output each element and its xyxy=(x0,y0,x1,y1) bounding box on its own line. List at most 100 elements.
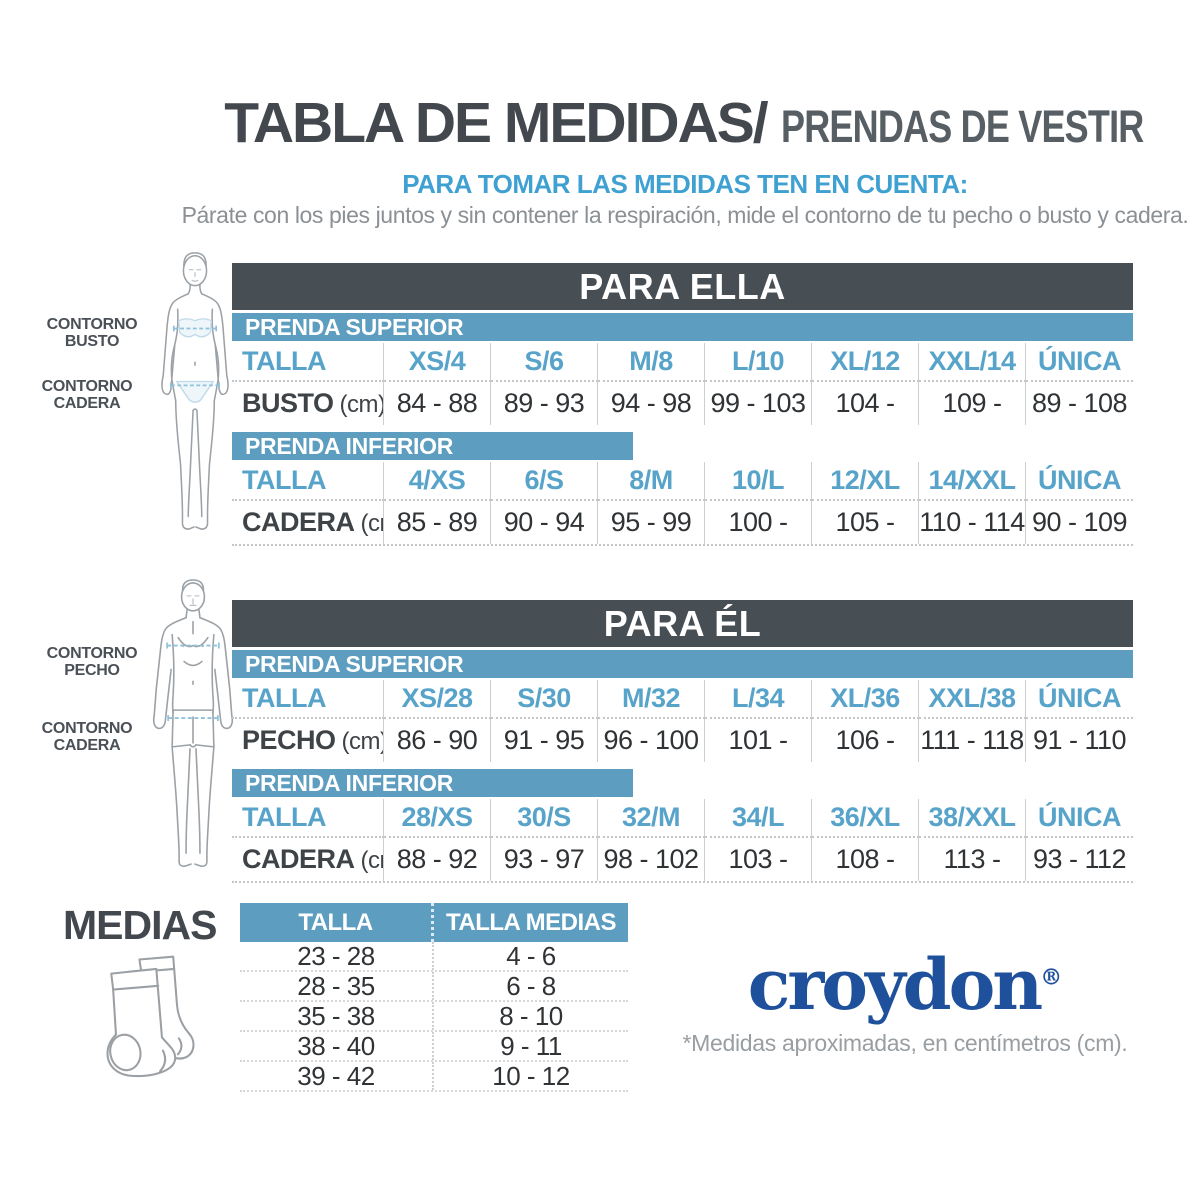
size-cell: 10/L xyxy=(705,462,812,501)
men-table-title: PARA ÉL xyxy=(232,600,1133,647)
value-cell: 89 - 93 xyxy=(491,382,598,425)
calzado-value: 38 - 40 xyxy=(240,1032,434,1060)
size-cell: ÚNICA xyxy=(1026,343,1133,382)
size-label-cell: TALLA xyxy=(232,462,384,501)
registered-mark: ® xyxy=(1040,964,1063,991)
measure-label-cell: CADERA(cm) xyxy=(232,501,384,544)
page-header: TABLA DE MEDIDAS/ PRENDAS DE VESTIR PARA… xyxy=(170,90,1200,229)
table-row: 28 - 35 6 - 8 xyxy=(240,972,628,1002)
socks-col-header-calzado: TALLA CALZADO xyxy=(240,903,434,975)
measure-unit: (cm) xyxy=(360,510,383,537)
female-figure: CONTORNO BUSTO CONTORNO CADERA xyxy=(28,246,248,558)
measure-unit: (cm) xyxy=(360,847,383,874)
size-cell: ÚNICA xyxy=(1026,680,1133,719)
size-cell: M/32 xyxy=(598,680,705,719)
size-cell: XXL/38 xyxy=(919,680,1026,719)
socks-table-header: TALLA CALZADO TALLA MEDIAS xyxy=(240,903,628,975)
male-chest-label-line1: CONTORNO xyxy=(46,645,138,662)
measurements-footnote: *Medidas aproximadas, en centímetros (cm… xyxy=(682,1029,1128,1056)
value-cell: 88 - 92 xyxy=(384,838,491,881)
men-upper-grid: TALLA XS/28 S/30 M/32 L/34 XL/36 XXL/38 … xyxy=(232,680,1133,762)
value-cell: 90 - 109 xyxy=(1031,507,1128,537)
value-cell: 86 - 90 xyxy=(384,719,491,762)
medias-value: 6 - 8 xyxy=(506,971,556,1001)
socks-icon xyxy=(85,948,207,1099)
men-lower-grid: TALLA 28/XS 30/S 32/M 34/L 36/XL 38/XXL … xyxy=(232,799,1133,883)
socks-size-table: TALLA CALZADO TALLA MEDIAS 23 - 28 4 - 6… xyxy=(240,903,628,1092)
male-hip-label: CONTORNO CADERA xyxy=(28,720,146,754)
value-cell: 90 - 94 xyxy=(491,501,598,544)
measure-label: CADERA xyxy=(242,844,355,874)
size-cell: XS/28 xyxy=(384,680,491,719)
socks-col-header-medias: TALLA MEDIAS xyxy=(446,909,616,936)
value-cell: 106 - 110 xyxy=(812,719,919,762)
value-cell: 85 - 89 xyxy=(384,501,491,544)
value-cell: 98 - 102 xyxy=(598,838,705,881)
women-upper-grid: TALLA XS/4 S/6 M/8 L/10 XL/12 XXL/14 ÚNI… xyxy=(232,343,1133,425)
size-cell: 14/XXL xyxy=(919,462,1026,501)
size-cell: ÚNICA xyxy=(1026,462,1133,501)
size-cell: XL/12 xyxy=(812,343,919,382)
size-cell: L/10 xyxy=(705,343,812,382)
title-main: TABLA DE MEDIDAS/ xyxy=(224,91,768,155)
size-cell: M/8 xyxy=(598,343,705,382)
measure-label: PECHO xyxy=(242,725,336,755)
value-cell: 110 - 114 xyxy=(919,501,1026,544)
women-table-title: PARA ELLA xyxy=(232,263,1133,310)
value-cell: 96 - 100 xyxy=(598,719,705,762)
size-cell: XXL/14 xyxy=(919,343,1026,382)
women-upper-band: PRENDA SUPERIOR xyxy=(232,313,1133,341)
size-cell: S/30 xyxy=(491,680,598,719)
calzado-value: 39 - 42 xyxy=(240,1062,434,1090)
male-body-icon xyxy=(152,579,234,867)
female-hip-label-line1: CONTORNO xyxy=(41,378,133,395)
female-body-icon xyxy=(161,252,229,530)
calzado-value: 23 - 28 xyxy=(240,942,434,970)
value-cell: 109 - 116 xyxy=(919,382,1026,425)
table-row: 39 - 42 10 - 12 xyxy=(240,1062,628,1092)
medias-value: 8 - 10 xyxy=(499,1001,563,1031)
value-cell: 94 - 98 xyxy=(598,382,705,425)
size-cell: S/6 xyxy=(491,343,598,382)
male-chest-label: CONTORNO PECHO xyxy=(28,645,156,679)
calzado-value: 28 - 35 xyxy=(240,972,434,1000)
value-cell: 93 - 112 xyxy=(1032,844,1127,874)
value-cell: 95 - 99 xyxy=(598,501,705,544)
medias-value: 10 - 12 xyxy=(492,1061,570,1091)
value-cell: 111 - 118 xyxy=(919,719,1026,762)
measure-label-cell: BUSTO (cm) xyxy=(232,382,384,425)
size-label-cell: TALLA xyxy=(232,343,384,382)
value-cell: 84 - 88 xyxy=(384,382,491,425)
size-cell: 28/XS xyxy=(384,799,491,838)
instruction-text: Párate con los pies juntos y sin contene… xyxy=(181,202,1189,228)
women-lower-band: PRENDA INFERIOR xyxy=(232,432,633,460)
value-cell: 100 - 104 xyxy=(705,501,812,544)
value-cell: 103 - 107 xyxy=(705,838,812,881)
table-row: 38 - 40 9 - 11 xyxy=(240,1032,628,1062)
size-cell: 34/L xyxy=(705,799,812,838)
medias-value: 9 - 11 xyxy=(500,1031,562,1061)
measure-label: CADERA xyxy=(242,507,355,537)
female-hip-label-line2: CADERA xyxy=(53,395,121,412)
brand-name: croydon xyxy=(747,943,1043,1026)
title-sub: PRENDAS DE VESTIR xyxy=(780,101,1144,152)
instruction-heading: PARA TOMAR LAS MEDIDAS TEN EN CUENTA: xyxy=(402,169,968,199)
female-bust-label: CONTORNO BUSTO xyxy=(28,316,156,350)
value-cell: 99 - 103 xyxy=(705,382,812,425)
value-cell: 113 - 120 xyxy=(919,838,1026,881)
male-chest-label-line2: PECHO xyxy=(64,662,120,679)
men-size-table: PARA ÉL PRENDA SUPERIOR TALLA XS/28 S/30… xyxy=(232,600,1133,883)
size-cell: 36/XL xyxy=(812,799,919,838)
measure-label-cell: PECHO (cm) xyxy=(232,719,384,762)
women-lower-grid: TALLA 4/XS 6/S 8/M 10/L 12/XL 14/XXL ÚNI… xyxy=(232,462,1133,546)
page-title: TABLA DE MEDIDAS/ PRENDAS DE VESTIR xyxy=(170,90,1200,156)
value-cell: 91 - 95 xyxy=(491,719,598,762)
value-cell: 105 - 109 xyxy=(812,501,919,544)
brand-logo: croydon® xyxy=(645,948,1165,1022)
measure-label-cell: CADERA(cm) xyxy=(232,838,384,881)
male-figure: CONTORNO PECHO CONTORNO CADERA xyxy=(28,578,248,890)
size-cell: 12/XL xyxy=(812,462,919,501)
women-size-table: PARA ELLA PRENDA SUPERIOR TALLA XS/4 S/6… xyxy=(232,263,1133,546)
table-row: 35 - 38 8 - 10 xyxy=(240,1002,628,1032)
measure-label: BUSTO xyxy=(242,388,334,418)
